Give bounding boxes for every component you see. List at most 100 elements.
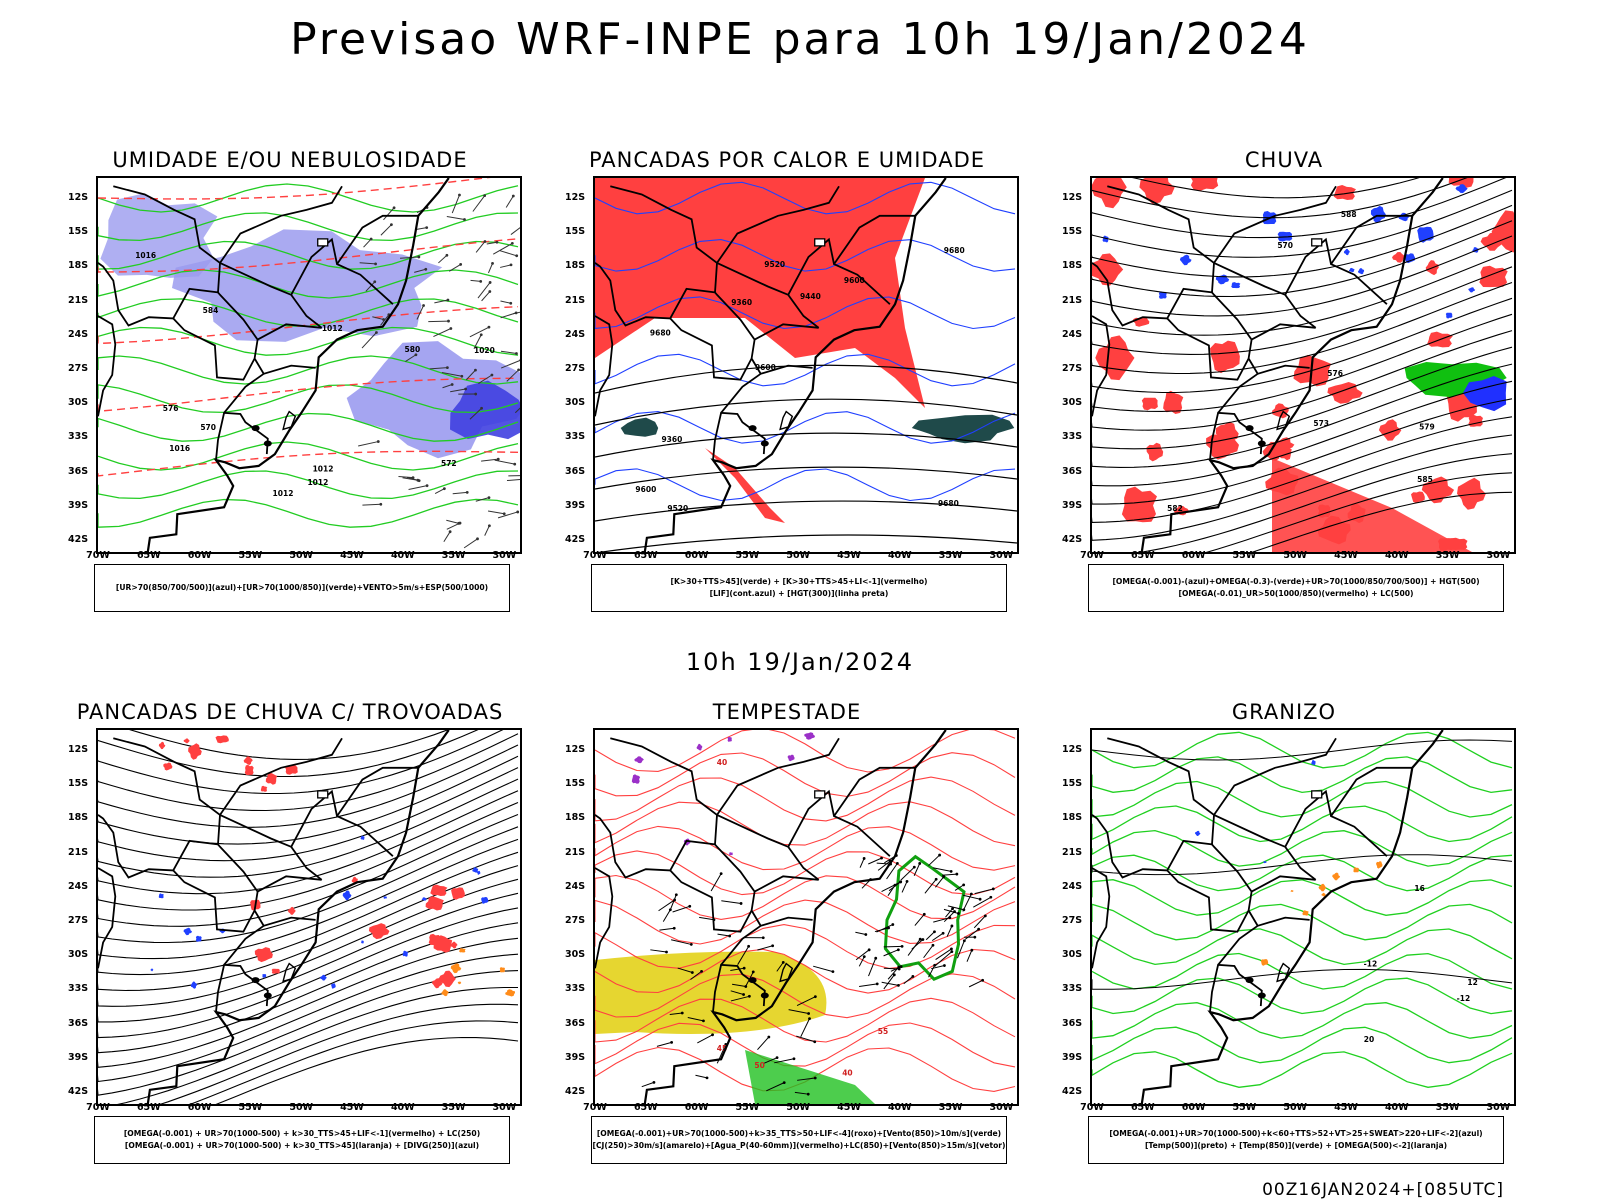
political-border — [290, 237, 394, 305]
wind-vector-head — [496, 457, 500, 461]
longitude-tick-label: 60W — [684, 1102, 709, 1113]
latitude-tick-label: 27S — [565, 363, 586, 374]
wind-vector — [500, 300, 511, 304]
longitude-tick-label: 30W — [492, 1102, 517, 1113]
wind-vector-850 — [973, 915, 986, 929]
longitude-tick-label: 30W — [1486, 550, 1511, 561]
wind-vector-head — [379, 502, 383, 506]
streamline-250 — [98, 937, 519, 1068]
political-border — [712, 963, 766, 1013]
contour-label: 573 — [1313, 419, 1329, 428]
wind-vector — [463, 538, 478, 549]
wind-vector-850 — [935, 876, 945, 888]
latitude-tick-label: 36S — [68, 465, 89, 477]
wind-vector-850 — [695, 1074, 708, 1079]
wind-vector-850-head — [747, 994, 751, 998]
panel-title: CHUVA — [1244, 148, 1324, 172]
wind-vector-850 — [730, 990, 744, 995]
coastline — [1140, 730, 1444, 1104]
latitude-tick-label: 15S — [68, 778, 89, 790]
wind-vector — [416, 305, 425, 320]
wind850-green-area — [883, 854, 966, 981]
wind-vector-head — [416, 478, 420, 482]
wind-vector — [450, 388, 466, 393]
wind-vector-head — [517, 368, 520, 372]
lagoon-outline — [779, 410, 794, 431]
longitude-tick-label: 70W — [583, 550, 607, 561]
thunder-red-area — [451, 887, 465, 900]
temp850-contour — [1092, 1002, 1513, 1039]
wind-vector-head — [382, 318, 385, 321]
temp850-contour — [1092, 854, 1513, 892]
wind-vector-head — [516, 510, 520, 514]
rain-red-area — [1333, 185, 1356, 200]
wind-vector-850 — [901, 881, 908, 893]
longitude-tick-label: 45W — [837, 1102, 861, 1113]
latitude-tick-label: 42S — [68, 1086, 89, 1097]
wind-vector-850 — [923, 944, 934, 959]
divergence-blue-area — [383, 896, 387, 899]
longitude-tick-label: 65W — [136, 550, 161, 561]
map-canvas: 9680 9680 9680 9600 9600 9520 9520 9440 9360 9360… — [595, 178, 1017, 552]
political-border — [712, 411, 766, 461]
wind-vector-850-head — [983, 914, 987, 918]
latitude-tick-label: 27S — [68, 363, 89, 374]
lake-marker — [263, 440, 272, 447]
political-border — [595, 737, 718, 879]
wind-vector-head — [425, 484, 429, 488]
contour-label: 576 — [163, 404, 179, 413]
geography-layer — [1092, 730, 1444, 1104]
latitude-tick-label: 18S — [68, 260, 89, 272]
wind-vector-850 — [881, 981, 899, 986]
longitude-tick-label: 45W — [1334, 550, 1358, 561]
wind-vector-850 — [687, 1016, 704, 1022]
wind-vector-850 — [962, 894, 981, 900]
wind-vector-head — [515, 352, 518, 355]
wind-vector — [513, 311, 520, 315]
wind-vector-850-head — [977, 927, 981, 931]
wind-vector-850-head — [792, 1057, 796, 1061]
longitude-tick-label: 70W — [86, 1102, 110, 1113]
legend-box: [UR>70(850/700/500)](azul)+[UR>70(1000/8… — [94, 564, 510, 612]
longitude-tick-label: 60W — [187, 550, 212, 561]
wind-vector — [434, 299, 449, 304]
wind-vector — [398, 476, 414, 479]
wind-vector-850 — [858, 956, 865, 967]
map-frame: -12 12 16 -12 20 — [1090, 728, 1516, 1106]
wind-vector-head — [459, 263, 463, 266]
longitude-tick-label: 55W — [1232, 1102, 1257, 1113]
wind-vector-850-head — [672, 926, 676, 930]
latitude-tick-label: 36S — [68, 1017, 89, 1029]
thunder-red-area — [244, 764, 254, 775]
precipitable-water-contour — [595, 730, 1016, 773]
streamline-250 — [215, 1036, 519, 1104]
wind-vector — [473, 334, 482, 349]
wind-vector-850-head — [742, 993, 745, 996]
lagoon-outline — [1276, 962, 1291, 983]
divergence-blue-area — [477, 870, 481, 875]
political-border — [1092, 867, 1111, 969]
wind-vector — [358, 441, 379, 447]
political-border — [98, 185, 221, 327]
wind-vector-850 — [868, 958, 877, 977]
political-border — [219, 185, 343, 264]
latitude-tick-label: 33S — [1062, 983, 1083, 995]
wind-vector-850-head — [922, 912, 926, 916]
streamline-250 — [98, 907, 519, 1039]
thunder-red-area — [243, 756, 253, 765]
wind-vector-850-head — [970, 948, 974, 952]
hgt500-contour — [1092, 178, 1507, 239]
wind-vector-850 — [717, 933, 730, 937]
wind-vector-850 — [732, 983, 746, 987]
wind-vector-850 — [699, 916, 715, 921]
wind-vector-head — [447, 319, 450, 323]
wind-vector-head — [487, 496, 491, 500]
hgt500-contour — [1139, 453, 1513, 552]
wind-vector-850 — [670, 939, 692, 945]
legend-line: [OMEGA(-0.001) + UR>70(1000-500) + k>30_… — [124, 1141, 480, 1150]
wind-vector-head — [374, 262, 377, 266]
convection-red-area — [595, 178, 925, 408]
wind-vector — [452, 491, 468, 495]
wind-vector-850 — [672, 905, 690, 913]
wind-vector-850 — [954, 884, 964, 891]
